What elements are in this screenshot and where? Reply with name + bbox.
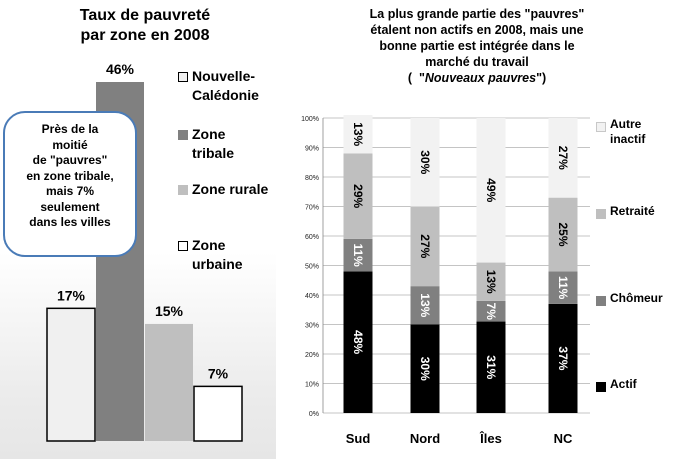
x-tick-label-sud: Sud: [346, 431, 371, 446]
legend-label-zone-rurale: Zone rurale: [192, 181, 269, 197]
x-tick-label-nord: Nord: [410, 431, 440, 446]
x-tick-label-nc: NC: [554, 431, 573, 446]
legend-label-zone-tribale: Zone tribale: [192, 126, 235, 161]
right-title-line-4: marché du travail: [425, 55, 529, 69]
left-chart-title: Taux de pauvreté par zone en 2008: [79, 7, 211, 44]
bar-value-label-zone-tribale: 46%: [106, 61, 135, 77]
segment-label-sud-actif: 48%: [351, 330, 365, 354]
segment-nord-retraite: [410, 206, 440, 287]
legend-swatch-retraite: [596, 209, 606, 219]
legend-label-autre-inactif: Autre inactif: [610, 117, 646, 146]
segment-label-sud-autre-inactif: 13%: [351, 122, 365, 146]
legend-label-actif: Actif: [610, 377, 637, 391]
y-tick-label-100: 100%: [301, 116, 319, 123]
annotation-callout: Près de la moitié de "pauvres" en zone t…: [3, 111, 137, 257]
y-tick-label-40: 40%: [305, 293, 319, 300]
legend-swatch-autre-inactif: [596, 122, 606, 132]
y-tick-label-90: 90%: [305, 146, 319, 153]
legend-swatch-zone-rurale: [178, 185, 188, 195]
legend-swatch-chomeur: [596, 296, 606, 306]
y-tick-label-70: 70%: [305, 205, 319, 212]
segment-label-nc-actif: 37%: [556, 346, 570, 370]
segment-label-nc-chomeur: 11%: [556, 276, 570, 300]
legend-swatch-nouvelle-caledonie: [178, 72, 188, 82]
x-tick-label-iles: Îles: [479, 431, 502, 446]
segment-label-iles-actif: 31%: [484, 355, 498, 379]
segment-iles-chomeur: [476, 300, 506, 322]
right-title-line-3: bonne partie est intégrée dans le: [379, 39, 575, 53]
segment-sud-retraite: [343, 153, 373, 239]
segment-label-nord-retraite: 27%: [418, 234, 432, 258]
y-tick-label-10: 10%: [305, 382, 319, 389]
segment-nord-chomeur: [410, 286, 440, 325]
right-title-line-1: La plus grande partie des "pauvres": [369, 7, 585, 21]
legend-swatch-zone-urbaine: [178, 241, 188, 251]
segment-iles-retraite: [476, 262, 506, 301]
right-title-line-2: étalent non actifs en 2008, mais une: [370, 23, 584, 37]
segment-label-sud-chomeur: 11%: [351, 243, 365, 267]
legend-label-zone-urbaine: Zone urbaine: [192, 237, 243, 272]
segment-sud-chomeur: [343, 238, 373, 272]
segment-label-nord-actif: 30%: [418, 357, 432, 381]
bar-zone-rurale: [145, 323, 193, 441]
segment-nord-autre-inactif: [410, 118, 440, 207]
segment-label-nc-autre-inactif: 27%: [556, 146, 570, 170]
legend-label-nouvelle-caledonie: Nouvelle- Calédonie: [192, 68, 259, 103]
segment-sud-autre-inactif: [343, 115, 373, 154]
y-tick-label-20: 20%: [305, 352, 319, 359]
segment-sud-actif: [343, 271, 373, 413]
segment-label-nord-chomeur: 13%: [418, 293, 432, 317]
bar-value-label-zone-rurale: 15%: [155, 303, 184, 319]
segment-iles-autre-inactif: [476, 118, 506, 263]
y-tick-label-0: 0%: [309, 411, 319, 418]
segment-label-nord-autre-inactif: 30%: [418, 150, 432, 174]
bar-zone-urbaine: [193, 385, 243, 442]
right-subtitle-line: ( "Nouveaux pauvres"): [407, 71, 547, 85]
right-subtitle: Nouveaux pauvres: [424, 71, 537, 85]
segment-nc-actif: [548, 303, 578, 413]
segment-label-sud-retraite: 29%: [351, 184, 365, 208]
segment-nc-retraite: [548, 197, 578, 272]
legend-swatch-zone-tribale: [178, 130, 188, 140]
segment-nc-autre-inactif: [548, 118, 578, 198]
legend-label-chomeur: Chômeur: [610, 291, 663, 305]
segment-label-iles-chomeur: 7%: [484, 303, 498, 321]
segment-label-iles-retraite: 13%: [484, 270, 498, 294]
bar-value-label-zone-urbaine: 7%: [208, 365, 229, 381]
segment-nc-chomeur: [548, 271, 578, 304]
y-tick-label-60: 60%: [305, 234, 319, 241]
legend-swatch-actif: [596, 382, 606, 392]
y-tick-label-30: 30%: [305, 323, 319, 330]
bar-nouvelle-caledonie: [46, 307, 96, 442]
legend-label-retraite: Retraité: [610, 204, 655, 218]
segment-nord-actif: [410, 324, 440, 413]
segment-label-iles-autre-inactif: 49%: [484, 178, 498, 202]
right-chart-title: La plus grande partie des "pauvres" étal…: [290, 6, 664, 86]
segment-label-nc-retraite: 25%: [556, 223, 570, 247]
bar-value-label-nouvelle-caledonie: 17%: [57, 287, 86, 303]
employment-status-stacked-chart: 0% 10% 20% 30% 40% 50% 60% 70% 80% 90% 100% 48% 11% 2…: [301, 115, 590, 446]
y-tick-label-50: 50%: [305, 264, 319, 271]
y-tick-label-80: 80%: [305, 175, 319, 182]
segment-iles-actif: [476, 321, 506, 413]
